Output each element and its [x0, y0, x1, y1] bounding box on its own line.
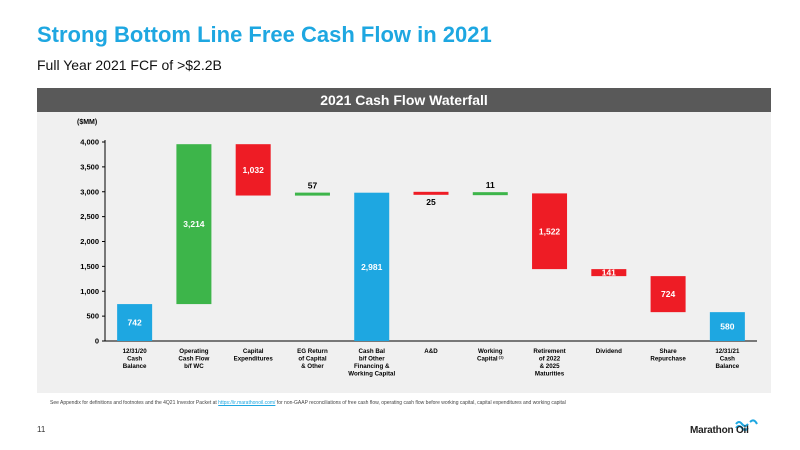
y-tick-label: 3,500: [80, 162, 99, 171]
data-label: 3,214: [183, 219, 205, 229]
bar-decrease: [235, 144, 271, 196]
bar-decrease: [532, 193, 568, 270]
data-label: 580: [720, 322, 734, 332]
x-tick-label: Balance: [715, 363, 739, 370]
x-tick-label: Cash: [720, 356, 735, 363]
x-tick-label: Working: [478, 348, 503, 355]
data-label: 724: [661, 289, 675, 299]
page-number: 11: [37, 425, 46, 434]
x-tick-label: b/f WC: [184, 363, 204, 370]
footnote: See Appendix for definitions and footnot…: [50, 400, 566, 406]
bar-increase: [294, 192, 330, 196]
x-tick-label: Repurchase: [650, 356, 686, 363]
x-tick-label: & Other: [301, 363, 324, 370]
y-tick-label: 0: [95, 337, 99, 346]
data-label: 25: [426, 197, 436, 207]
x-tick-label: of 2022: [539, 356, 561, 363]
x-tick-label: A&D: [424, 348, 438, 355]
data-label: 742: [128, 318, 142, 328]
bar-increase: [176, 144, 212, 305]
data-label: 1,032: [243, 165, 265, 175]
page-title: Strong Bottom Line Free Cash Flow in 202…: [37, 22, 492, 47]
x-tick-label: of Capital: [298, 356, 326, 363]
x-tick-label: Maturities: [535, 371, 565, 378]
x-tick-label: Cash Flow: [178, 356, 209, 363]
x-tick-label: 12/31/21: [715, 348, 740, 355]
logo-text: Marathon Oil: [690, 425, 749, 436]
x-tick-label: Cash Bal: [358, 348, 385, 355]
x-tick-label: Working Capital: [348, 371, 395, 378]
chart-panel: ($MM) 0 500 1,000 1,500 2,000 2,500 3,000 3,500 4…: [37, 88, 771, 393]
footnote-text: See Appendix for definitions and footnot…: [50, 400, 219, 406]
x-tick-label: Dividend: [596, 348, 622, 355]
data-label: 141: [602, 268, 616, 278]
data-label: 1,522: [539, 226, 561, 236]
bar-decrease: [650, 276, 686, 313]
x-tick-label: Financing &: [354, 363, 390, 370]
bar-increase: [472, 192, 508, 196]
data-label: 2,981: [361, 262, 383, 272]
x-tick-label: EG Return: [297, 348, 328, 355]
x-tick-label: Cash: [127, 356, 142, 363]
y-tick-label: 4,000: [80, 138, 99, 147]
y-tick-label: 1,000: [80, 287, 99, 296]
y-tick-label: 1,500: [80, 262, 99, 271]
bar-decrease: [591, 269, 627, 277]
logo-mark-icon: [735, 419, 758, 431]
x-tick-label: Retirement: [533, 348, 565, 355]
bar-total: [709, 312, 745, 341]
x-tick-label: b/f Other: [359, 356, 385, 363]
chart-panel-title: 2021 Cash Flow Waterfall: [37, 88, 771, 112]
x-tick-label: Balance: [123, 363, 147, 370]
y-tick-label: 3,000: [80, 187, 99, 196]
bar-decrease: [413, 191, 449, 195]
bar-total: [354, 192, 390, 341]
page-subtitle: Full Year 2021 FCF of >$2.2B: [37, 57, 222, 73]
x-tick-label: Operating: [179, 348, 208, 355]
y-tick-label: 2,500: [80, 212, 99, 221]
y-axis-label: ($MM): [77, 119, 97, 126]
x-tick-label: Share: [659, 348, 677, 355]
data-label: 57: [308, 181, 318, 191]
investor-packet-link[interactable]: https://ir.marathonoil.com/: [218, 400, 276, 406]
data-label: 11: [486, 180, 495, 190]
x-tick-label: Capital: [243, 348, 264, 355]
y-tick-label: 500: [86, 312, 99, 321]
x-tick-label: Capital(1): [477, 355, 504, 363]
x-tick-label: 12/31/20: [123, 348, 148, 355]
bar-total: [117, 304, 153, 341]
y-tick-label: 2,000: [80, 237, 99, 246]
x-tick-label: Expenditures: [234, 356, 274, 363]
marathon-oil-logo: Marathon Oil: [690, 418, 770, 440]
waterfall-chart: ($MM) 0 500 1,000 1,500 2,000 2,500 3,000 3,500 4…: [77, 119, 757, 378]
footnote-text-end: for non-GAAP reconciliations of free cas…: [275, 400, 566, 406]
x-tick-label: & 2025: [540, 363, 561, 370]
